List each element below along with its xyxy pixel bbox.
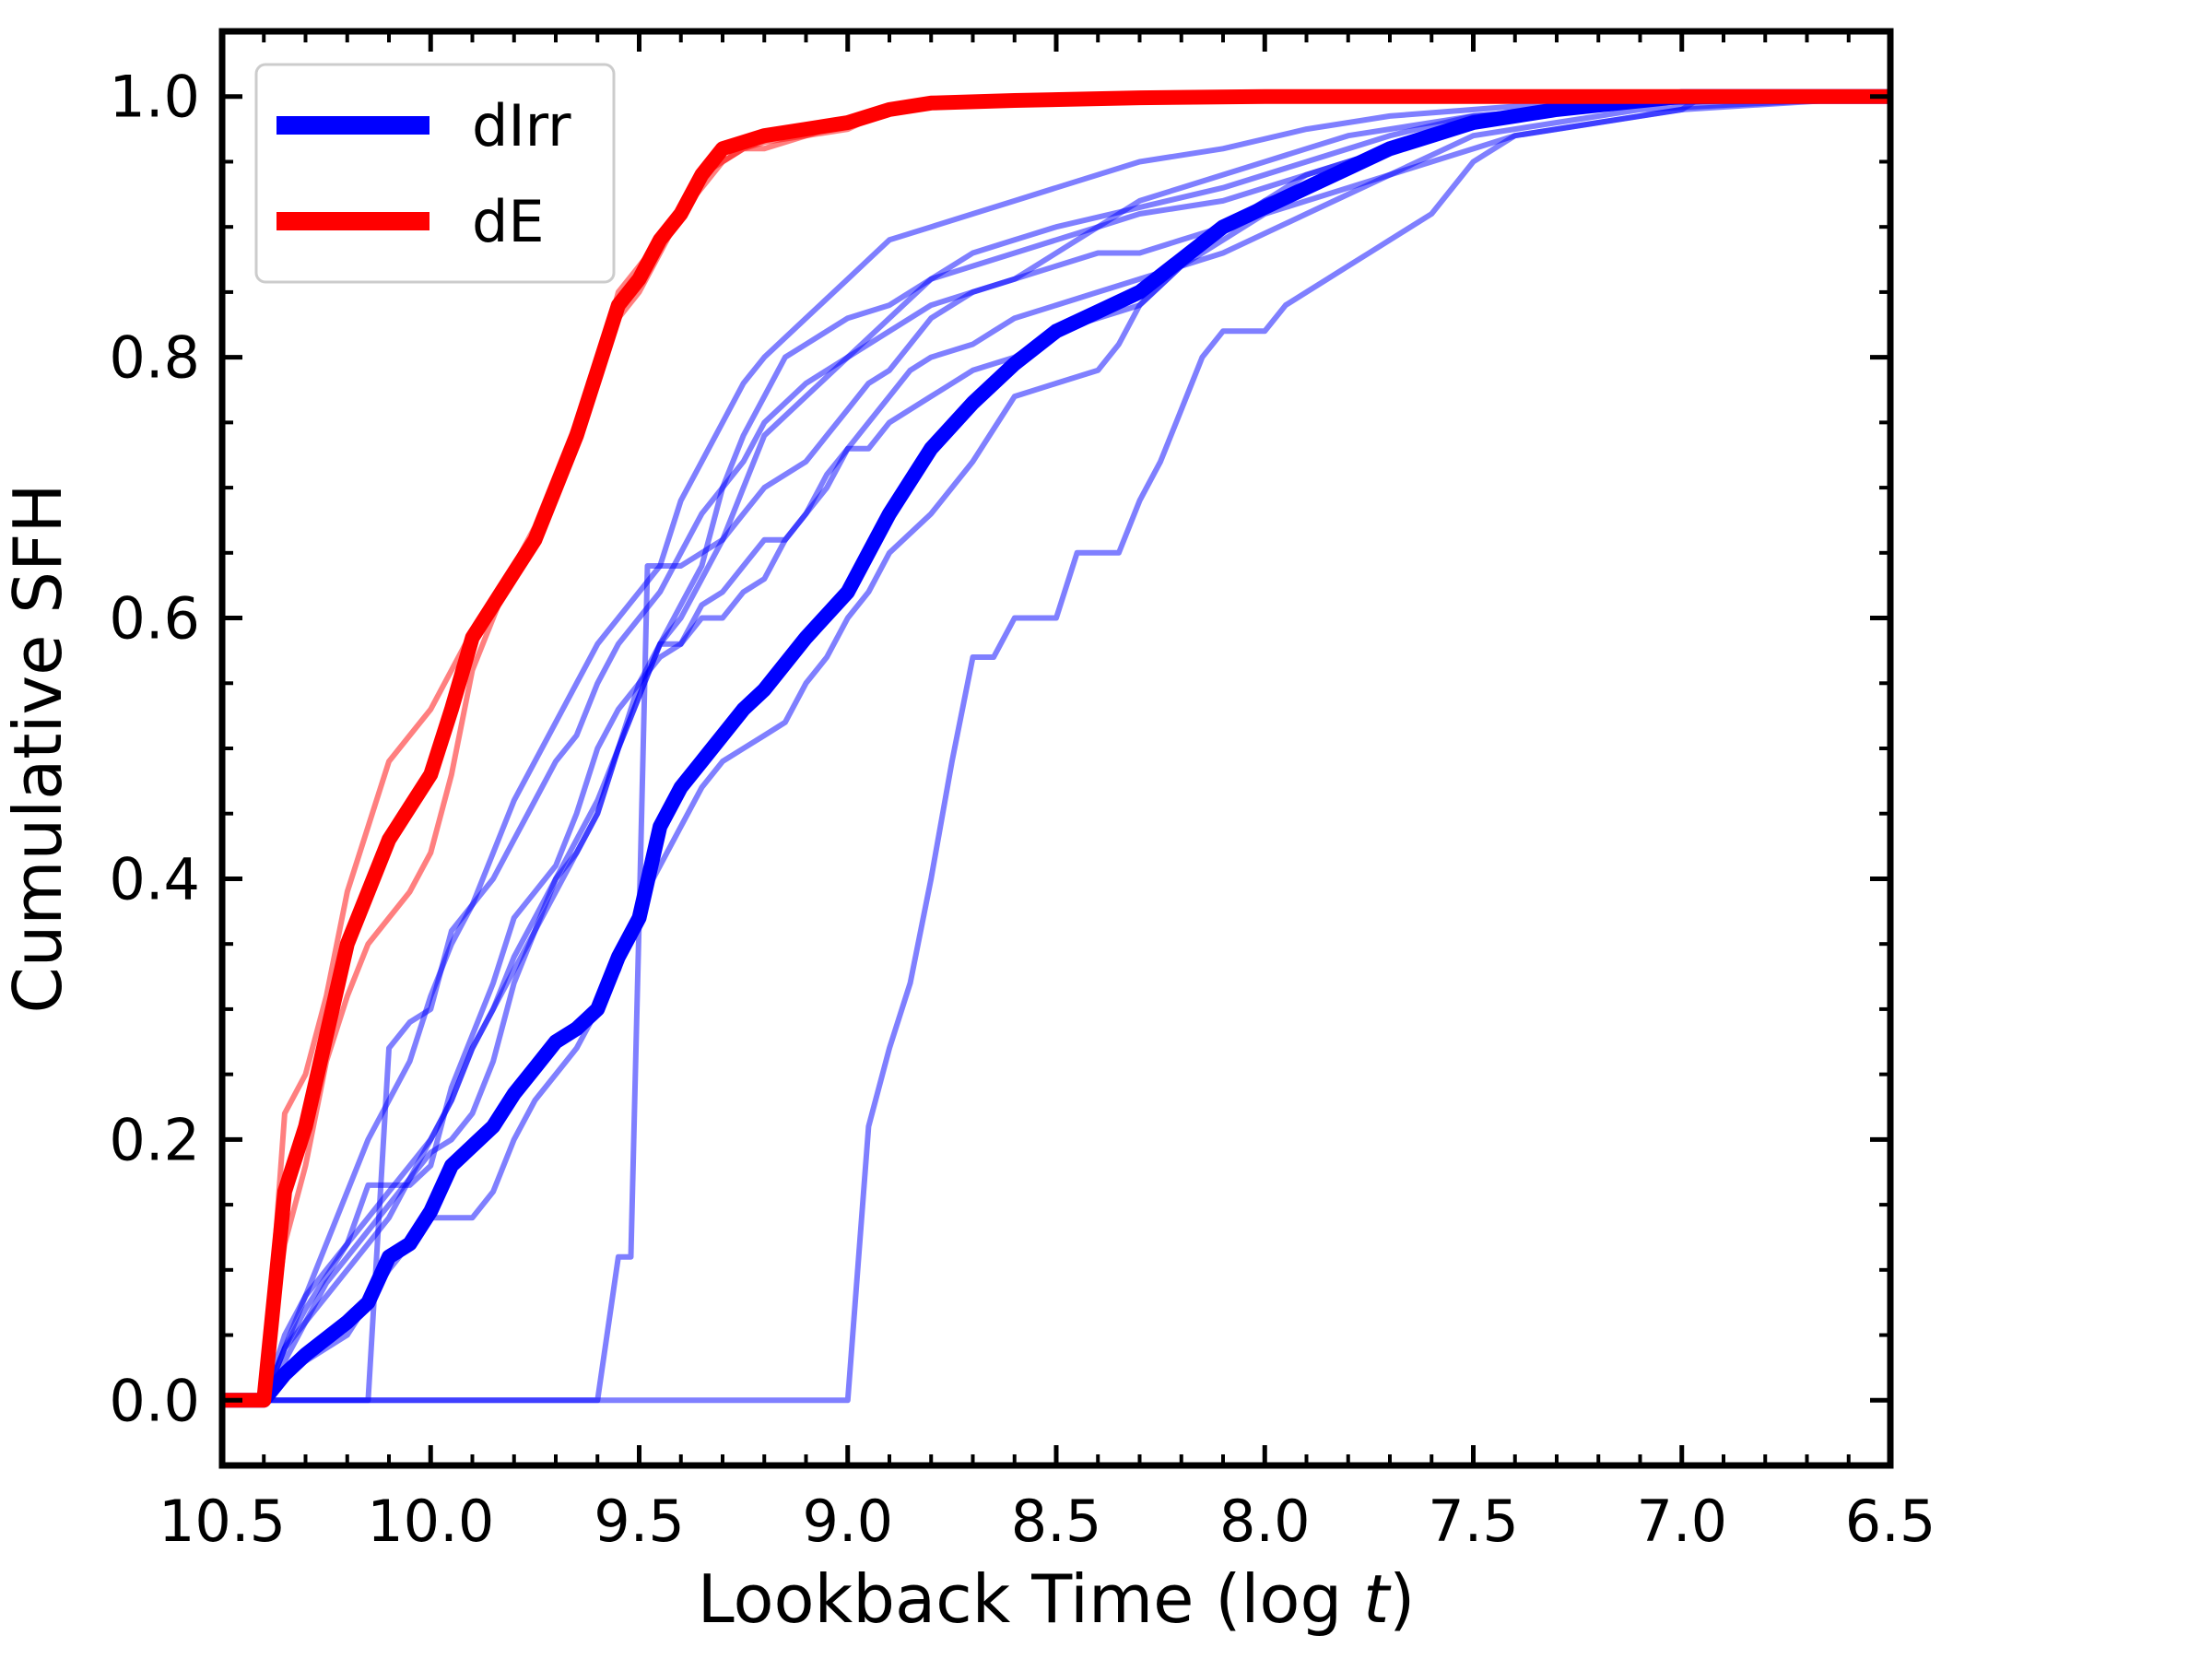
individual-line-7 xyxy=(222,93,1891,1404)
x-axis-label: Lookback Time (log t) xyxy=(698,1560,1416,1638)
individual-line-8 xyxy=(222,93,1890,1404)
y-tick-label: 0.2 xyxy=(109,1106,200,1173)
x-tick-label: 7.0 xyxy=(1636,1488,1727,1555)
x-tick-label: 8.0 xyxy=(1219,1488,1311,1555)
individual-line-5 xyxy=(222,93,1890,1404)
legend-label-dirr: dIrr xyxy=(472,92,571,159)
legend: dIrr dE xyxy=(254,63,616,284)
x-axis-label-text: Lookback Time (log xyxy=(698,1560,1363,1638)
y-tick-labels: 0.0 0.2 0.4 0.6 0.8 1.0 xyxy=(109,64,200,1435)
individual-line-3 xyxy=(222,93,1891,1404)
individual-line-2 xyxy=(222,93,1891,1404)
x-axis-label-var: t xyxy=(1363,1560,1392,1638)
x-tick-label: 8.5 xyxy=(1011,1488,1102,1555)
x-tick-label: 10.5 xyxy=(159,1488,286,1555)
mean-lines xyxy=(222,88,1890,1408)
individual-line-11 xyxy=(222,93,1890,1404)
x-tick-label: 10.0 xyxy=(367,1488,494,1555)
y-tick-label: 1.0 xyxy=(109,64,200,131)
x-tick-label: 7.5 xyxy=(1428,1488,1519,1555)
y-tick-label: 0.8 xyxy=(109,324,200,392)
y-tick-label: 0.4 xyxy=(109,845,200,912)
x-tick-label: 9.0 xyxy=(802,1488,893,1555)
y-tick-label: 0.0 xyxy=(109,1367,200,1434)
x-axis-label-close: ) xyxy=(1389,1560,1415,1638)
legend-label-de: dE xyxy=(472,188,545,255)
plot-frame xyxy=(218,28,1894,1469)
individual-lines xyxy=(222,93,1891,1404)
y-tick-label: 0.6 xyxy=(109,585,200,653)
x-tick-label: 9.5 xyxy=(594,1488,685,1555)
x-tick-labels: 10.5 10.0 9.5 9.0 8.5 8.0 7.5 7.0 6.5 xyxy=(159,1488,1936,1555)
series-line-de xyxy=(222,88,1890,1408)
individual-line-10 xyxy=(222,93,1890,1404)
y-axis-label: Cumulative SFH xyxy=(0,483,76,1013)
x-tick-label: 6.5 xyxy=(1845,1488,1936,1555)
individual-line-4 xyxy=(222,93,1891,1404)
individual-line-9 xyxy=(222,93,1890,1404)
individual-line-6 xyxy=(222,93,1891,1404)
series-line-dirr xyxy=(222,88,1890,1408)
individual-line-1 xyxy=(222,93,1890,1404)
